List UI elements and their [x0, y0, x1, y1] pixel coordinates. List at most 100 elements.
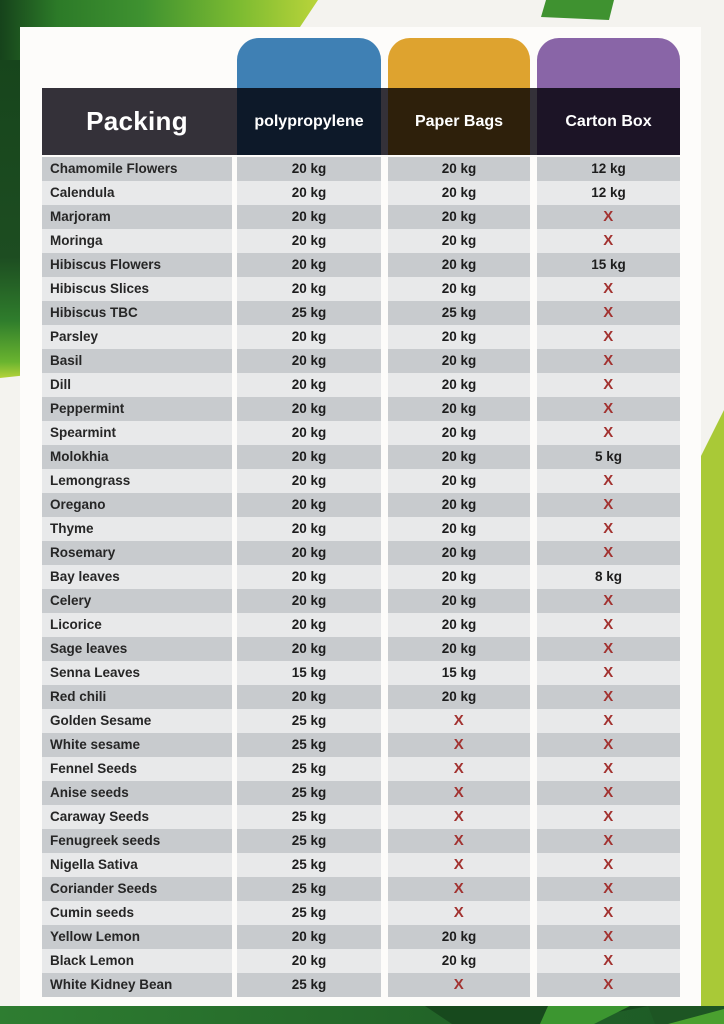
not-available-cross-icon: X [603, 280, 614, 297]
carton-box-value: 12 kg [537, 181, 680, 205]
paper-bags-value: 20 kg [388, 541, 530, 565]
not-available-cross-icon: X [453, 808, 465, 825]
column-gap [530, 901, 537, 925]
paper-bags-value: 20 kg [388, 373, 530, 397]
product-name: Lemongrass [42, 469, 232, 493]
not-available-cross-icon: X [603, 712, 614, 729]
column-gap [530, 181, 537, 205]
not-available-cross-icon: X [453, 736, 465, 753]
product-name: Oregano [42, 493, 232, 517]
paper-bags-value: 20 kg [388, 565, 530, 589]
column-gap [530, 685, 537, 709]
paper-bags-value: X [388, 829, 530, 853]
decorative-bottom-bright-quad [540, 1006, 630, 1024]
carton-box-value: X [537, 493, 680, 517]
column-gap [381, 925, 388, 949]
paper-bags-value: X [388, 709, 530, 733]
not-available-cross-icon: X [453, 880, 465, 897]
polypropylene-value: 20 kg [237, 181, 381, 205]
polypropylene-value: 20 kg [237, 541, 381, 565]
carton-box-value: X [537, 637, 680, 661]
not-available-cross-icon: X [603, 928, 614, 945]
column-gap [530, 157, 537, 181]
column-gap [381, 973, 388, 997]
product-name: Nigella Sativa [42, 853, 232, 877]
paper-bags-value: 20 kg [388, 685, 530, 709]
not-available-cross-icon: X [603, 856, 614, 873]
carton-box-value: X [537, 277, 680, 301]
column-gap [381, 301, 388, 325]
column-gap [381, 205, 388, 229]
column-gap [381, 637, 388, 661]
polypropylene-value: 20 kg [237, 949, 381, 973]
paper-bags-value: 20 kg [388, 205, 530, 229]
product-name: Sage leaves [42, 637, 232, 661]
polypropylene-value: 25 kg [237, 757, 381, 781]
paper-bags-value: 20 kg [388, 949, 530, 973]
column-gap [530, 877, 537, 901]
carton-box-value: X [537, 229, 680, 253]
column-gap [530, 949, 537, 973]
product-name: Yellow Lemon [42, 925, 232, 949]
carton-box-value: X [537, 829, 680, 853]
product-name: Fennel Seeds [42, 757, 232, 781]
product-name: Fenugreek seeds [42, 829, 232, 853]
column-gap [381, 541, 388, 565]
column-gap [530, 805, 537, 829]
not-available-cross-icon: X [603, 328, 614, 345]
paper-bags-value: 20 kg [388, 925, 530, 949]
paper-bags-value: 20 kg [388, 397, 530, 421]
paper-bags-value: 20 kg [388, 157, 530, 181]
carton-box-value: X [537, 325, 680, 349]
column-gap [530, 637, 537, 661]
carton-box-value: X [537, 805, 680, 829]
polypropylene-value: 20 kg [237, 589, 381, 613]
product-name: Basil [42, 349, 232, 373]
column-gap [530, 421, 537, 445]
product-name: Cumin seeds [42, 901, 232, 925]
carton-box-value: X [537, 733, 680, 757]
not-available-cross-icon: X [603, 424, 614, 441]
not-available-cross-icon: X [603, 232, 614, 249]
column-gap [530, 589, 537, 613]
carton-box-value: 15 kg [537, 253, 680, 277]
not-available-cross-icon: X [603, 520, 614, 537]
not-available-cross-icon: X [453, 856, 465, 873]
product-name: Dill [42, 373, 232, 397]
paper-bags-value: X [388, 757, 530, 781]
carton-box-value: 5 kg [537, 445, 680, 469]
paper-bags-value: 20 kg [388, 421, 530, 445]
not-available-cross-icon: X [603, 760, 614, 777]
product-name: Hibiscus Slices [42, 277, 232, 301]
not-available-cross-icon: X [603, 472, 614, 489]
product-name: Anise seeds [42, 781, 232, 805]
carton-box-value: X [537, 373, 680, 397]
column-gap [381, 685, 388, 709]
column-gap [381, 949, 388, 973]
column-gap [381, 253, 388, 277]
paper-bags-value: X [388, 781, 530, 805]
polypropylene-value: 20 kg [237, 229, 381, 253]
product-name: Rosemary [42, 541, 232, 565]
paper-bags-value: X [388, 733, 530, 757]
paper-bags-value: 20 kg [388, 613, 530, 637]
paper-bags-value: 20 kg [388, 589, 530, 613]
column-gap [530, 565, 537, 589]
paper-bags-value: X [388, 973, 530, 997]
not-available-cross-icon: X [603, 688, 614, 705]
paper-bags-value: 20 kg [388, 349, 530, 373]
not-available-cross-icon: X [603, 352, 614, 369]
carton-box-value: X [537, 901, 680, 925]
column-gap [381, 877, 388, 901]
product-name: Moringa [42, 229, 232, 253]
carton-box-value: X [537, 541, 680, 565]
carton-box-value: X [537, 301, 680, 325]
polypropylene-value: 20 kg [237, 373, 381, 397]
column-gap [381, 565, 388, 589]
column-gap [530, 469, 537, 493]
paper-bags-value: 20 kg [388, 229, 530, 253]
not-available-cross-icon: X [603, 736, 614, 753]
paper-bags-value: X [388, 877, 530, 901]
column-gap [381, 901, 388, 925]
